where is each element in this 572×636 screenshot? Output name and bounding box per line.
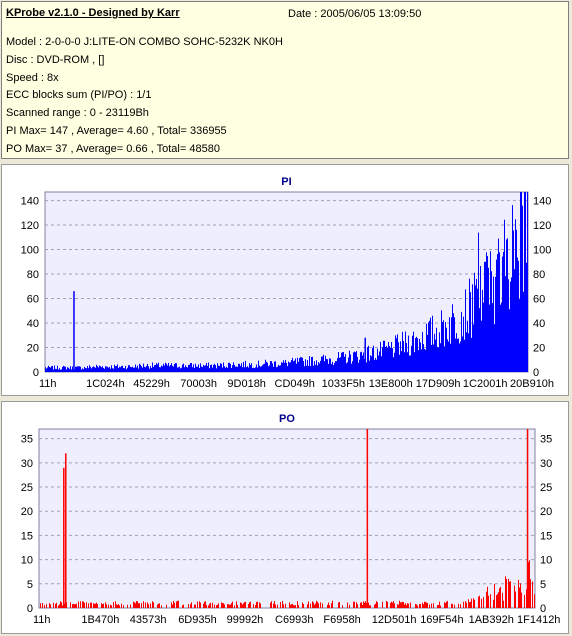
y-tick-label-left: 15	[21, 530, 33, 542]
chart-title: PI	[281, 176, 291, 188]
y-tick-label-right: 20	[540, 506, 552, 518]
y-tick-label-left: 0	[33, 367, 39, 379]
y-tick-label-right: 0	[540, 603, 546, 615]
po-chart: PO 0 0 5 5 10 10 15 15 20 20 25 25 30 30 35 35 11h 1B470h 4…	[21, 413, 561, 626]
x-tick-label: 99992h	[227, 614, 264, 626]
y-tick-label-left: 5	[27, 579, 33, 591]
y-tick-label-left: 40	[27, 318, 39, 330]
y-tick-label-right: 140	[533, 196, 551, 208]
y-tick-label-left: 80	[27, 269, 39, 281]
y-tick-label-left: 140	[21, 196, 39, 208]
x-tick-label: C6993h	[275, 614, 314, 626]
x-tick-label: 1C024h	[86, 378, 125, 390]
speed-line: Speed : 8x	[6, 72, 59, 84]
x-tick-label: 1F1412h	[517, 614, 560, 626]
y-tick-label-right: 30	[540, 458, 552, 470]
x-tick-label: 1C2001h	[463, 378, 508, 390]
series-bars	[40, 560, 535, 608]
y-tick-label-left: 30	[21, 458, 33, 470]
y-tick-label-right: 15	[540, 530, 552, 542]
y-tick-label-right: 60	[533, 294, 545, 306]
x-tick-label: 169F54h	[420, 614, 463, 626]
x-tick-label: 43573h	[130, 614, 167, 626]
y-tick-label-right: 100	[533, 245, 551, 257]
y-tick-label-right: 0	[533, 367, 539, 379]
range-line: Scanned range : 0 - 23119Bh	[6, 107, 149, 119]
y-tick-label-left: 0	[27, 603, 33, 615]
x-tick-label: 11h	[33, 614, 51, 626]
y-tick-label-left: 100	[21, 245, 39, 257]
x-tick-label: 1033F5h	[322, 378, 365, 390]
y-tick-label-right: 5	[540, 579, 546, 591]
y-tick-label-right: 10	[540, 555, 552, 567]
x-tick-label: 70003h	[180, 378, 217, 390]
x-tick-label: 1AB392h	[469, 614, 514, 626]
po-chart-panel: PO 0 0 5 5 10 10 15 15 20 20 25 25 30 30 35 35 11h 1B470h 4…	[1, 401, 569, 634]
x-tick-label: 1B470h	[81, 614, 119, 626]
pi-summary-line: PI Max= 147 , Average= 4.60 , Total= 336…	[6, 125, 227, 137]
y-tick-label-right: 25	[540, 482, 552, 494]
y-tick-label-left: 20	[21, 506, 33, 518]
y-tick-label-left: 120	[21, 220, 39, 232]
po-summary-line: PO Max= 37 , Average= 0.66 , Total= 4858…	[6, 143, 220, 155]
x-tick-label: 9D018h	[227, 378, 266, 390]
y-tick-label-left: 25	[21, 482, 33, 494]
ecc-line: ECC blocks sum (PI/PO) : 1/1	[6, 89, 152, 101]
x-tick-label: 20B910h	[510, 378, 554, 390]
info-panel: KProbe v2.1.0 - Designed by Karr Date : …	[1, 1, 569, 159]
y-tick-label-right: 80	[533, 269, 545, 281]
pi-chart: PI 0 0 20 20 40 40 60 60 80 80 100 100 120 120 140 140 11…	[21, 176, 554, 390]
y-tick-label-left: 20	[27, 343, 39, 355]
model-line: Model : 2-0-0-0 J:LITE-ON COMBO SOHC-523…	[6, 36, 283, 48]
series-bars	[45, 192, 528, 372]
x-tick-label: 12D501h	[372, 614, 417, 626]
x-tick-label: 17D909h	[416, 378, 461, 390]
chart-title: PO	[279, 413, 295, 425]
y-tick-label-left: 35	[21, 434, 33, 446]
x-tick-label: 6D935h	[178, 614, 217, 626]
plot-area	[38, 428, 536, 609]
x-tick-label: F6958h	[323, 614, 360, 626]
x-tick-label: 45229h	[133, 378, 170, 390]
y-tick-label-right: 20	[533, 343, 545, 355]
app-title: KProbe v2.1.0 - Designed by Karr	[6, 7, 180, 19]
y-tick-label-left: 10	[21, 555, 33, 567]
x-tick-label: CD049h	[275, 378, 315, 390]
x-tick-label: 11h	[39, 378, 57, 390]
y-tick-label-right: 120	[533, 220, 551, 232]
pi-chart-panel: PI 0 0 20 20 40 40 60 60 80 80 100 100 120 120 140 140 11…	[1, 164, 569, 396]
scan-date: Date : 2005/06/05 13:09:50	[288, 8, 422, 20]
y-tick-label-left: 60	[27, 294, 39, 306]
y-tick-label-right: 35	[540, 434, 552, 446]
x-tick-label: 13E800h	[369, 378, 413, 390]
disc-line: Disc : DVD-ROM , []	[6, 54, 105, 66]
y-tick-label-right: 40	[533, 318, 545, 330]
